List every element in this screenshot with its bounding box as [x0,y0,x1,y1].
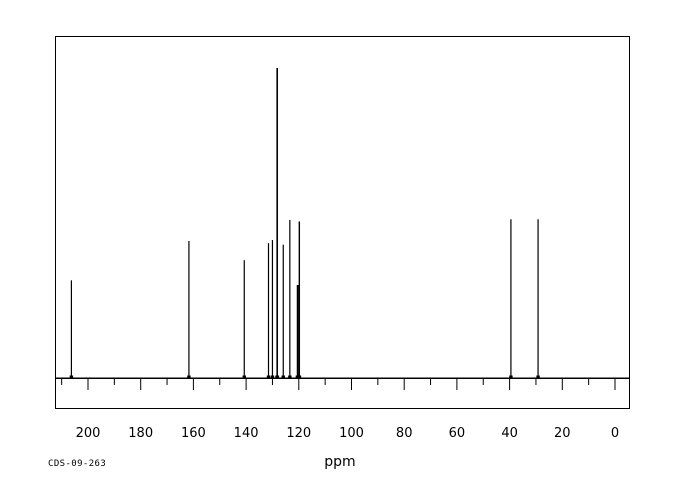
spectrum-peak-foot [242,375,246,378]
spectrum-peak-foot [536,375,540,378]
axis-tick-label: 160 [181,426,206,441]
spectrum-peak-foot [270,375,275,378]
spectrum-peak [296,285,299,378]
spectrum-peak-foot [266,375,271,378]
spectrum-peak [298,221,301,378]
axis-tick-label: 20 [554,426,571,441]
axis-tick-label: 100 [339,426,364,441]
axis-tick-label: 0 [611,426,619,441]
spectrum-peak-foot [281,375,285,378]
axis-box [55,378,630,409]
spectrum-peak [271,240,274,378]
spectrum-peak-foot [69,375,74,378]
axis-tick-label: 60 [449,426,466,441]
spectrum-peak [70,280,72,378]
axis-ticks [61,379,616,390]
spectrum-peak-foot [275,375,280,378]
spectrum-peak-foot [187,375,191,378]
spectrum-peak [243,260,245,378]
spectrum-peak [282,244,284,378]
axis-tick-label: 140 [234,426,259,441]
sample-id-label: CDS-09-263 [48,459,106,469]
axis-tick-label: 80 [396,426,413,441]
spectrum-peak [537,219,539,378]
spectrum-peak [289,219,291,378]
axis-tick-label: 40 [501,426,518,441]
spectrum-peak-foot [297,375,302,378]
x-axis-title: ppm [324,454,355,470]
axis-tick-label: 120 [286,426,311,441]
spectrum-peak [188,240,190,378]
spectrum-peak [276,68,278,378]
spectrum-peak [267,243,270,378]
spectrum-peak-foot [509,375,513,378]
axis-tick-label: 180 [128,426,153,441]
spectrum-peak-foot [288,375,292,378]
spectrum-peak [510,219,512,378]
axis-tick-label: 200 [76,426,101,441]
axis-tick-labels: 200 180 160 140 120 100 80 60 40 20 0 [76,426,620,441]
